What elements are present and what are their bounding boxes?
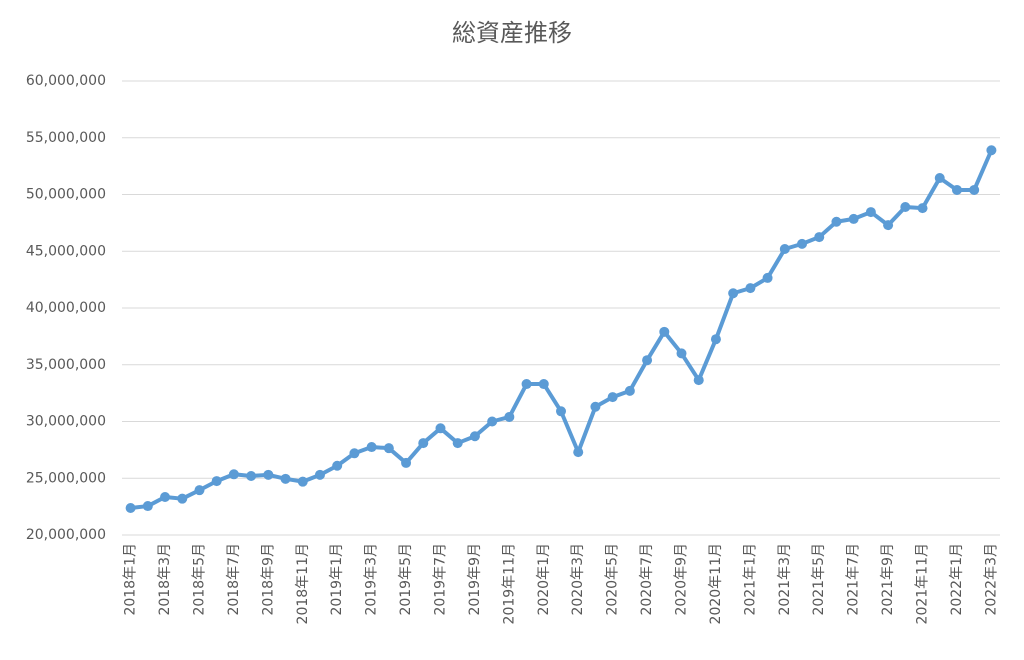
point bbox=[125, 502, 136, 513]
point bbox=[246, 470, 257, 481]
x-tick-label: 2021年9月 bbox=[880, 543, 896, 616]
x-tick-label: 2021年7月 bbox=[846, 543, 862, 616]
point bbox=[538, 379, 549, 390]
y-tick-label: 45,000,000 bbox=[26, 243, 106, 259]
point bbox=[573, 447, 584, 458]
point bbox=[986, 145, 997, 156]
point bbox=[693, 375, 704, 386]
x-tick-label: 2019年7月 bbox=[432, 543, 448, 616]
x-tick-label: 2021年3月 bbox=[777, 543, 793, 616]
x-tick-label: 2019年9月 bbox=[467, 543, 483, 616]
point bbox=[418, 438, 429, 449]
x-tick-label: 2018年1月 bbox=[123, 543, 139, 616]
point bbox=[383, 443, 394, 454]
x-tick-label: 2018年5月 bbox=[191, 543, 207, 616]
point bbox=[883, 220, 894, 231]
point bbox=[745, 283, 756, 294]
point bbox=[263, 469, 274, 480]
point bbox=[469, 431, 480, 442]
x-tick-label: 2019年1月 bbox=[329, 543, 345, 616]
x-tick-label: 2019年5月 bbox=[398, 543, 414, 616]
point bbox=[521, 379, 532, 390]
point bbox=[366, 442, 377, 453]
point bbox=[642, 355, 653, 366]
x-tick-label: 2018年7月 bbox=[226, 543, 242, 616]
point bbox=[280, 473, 291, 484]
y-tick-label: 55,000,000 bbox=[26, 130, 106, 146]
point bbox=[401, 457, 412, 468]
point bbox=[917, 203, 928, 214]
x-tick-label: 2020年5月 bbox=[605, 543, 621, 616]
x-tick-label: 2020年1月 bbox=[536, 543, 552, 616]
point bbox=[487, 416, 498, 427]
x-tick-label: 2018年9月 bbox=[260, 543, 276, 616]
x-tick-label: 2021年1月 bbox=[742, 543, 758, 616]
point bbox=[797, 238, 808, 249]
y-tick-label: 40,000,000 bbox=[26, 300, 106, 316]
point bbox=[779, 243, 790, 254]
point bbox=[452, 438, 463, 449]
point bbox=[590, 401, 601, 412]
point bbox=[848, 213, 859, 224]
point bbox=[607, 392, 618, 403]
point bbox=[624, 385, 635, 396]
line bbox=[130, 149, 994, 510]
x-tick-label: 2020年3月 bbox=[570, 543, 586, 616]
point bbox=[676, 348, 687, 359]
point bbox=[142, 501, 153, 512]
point bbox=[710, 334, 721, 345]
y-tick-label: 60,000,000 bbox=[26, 73, 106, 89]
point bbox=[900, 201, 911, 212]
x-tick-label: 2020年11月 bbox=[708, 543, 724, 624]
point bbox=[556, 406, 566, 417]
point bbox=[969, 184, 980, 195]
point bbox=[349, 448, 360, 459]
x-tick-label: 2021年11月 bbox=[915, 543, 931, 624]
x-tick-label: 2020年7月 bbox=[639, 543, 655, 616]
point bbox=[659, 326, 670, 337]
y-tick-label: 25,000,000 bbox=[26, 470, 106, 486]
x-tick-label: 2019年11月 bbox=[501, 543, 517, 624]
point bbox=[728, 288, 739, 299]
y-tick-label: 35,000,000 bbox=[26, 357, 106, 373]
y-tick-label: 50,000,000 bbox=[26, 187, 106, 203]
point bbox=[177, 493, 188, 504]
point bbox=[332, 460, 343, 471]
point bbox=[435, 423, 446, 434]
point bbox=[314, 469, 325, 480]
y-tick-label: 30,000,000 bbox=[26, 414, 106, 430]
point bbox=[951, 184, 962, 195]
point bbox=[762, 272, 773, 283]
point bbox=[934, 173, 945, 184]
x-tick-label: 2019年3月 bbox=[364, 543, 380, 616]
point bbox=[211, 476, 222, 487]
x-tick-label: 2022年3月 bbox=[983, 543, 999, 616]
point bbox=[865, 207, 876, 218]
chart-title: 総資産推移 bbox=[452, 19, 572, 47]
point bbox=[297, 476, 308, 487]
point bbox=[228, 469, 239, 480]
x-tick-label: 2020年9月 bbox=[674, 543, 690, 616]
x-tick-label: 2018年3月 bbox=[157, 543, 173, 616]
y-tick-label: 20,000,000 bbox=[26, 527, 106, 543]
point bbox=[194, 485, 205, 496]
point bbox=[814, 232, 825, 243]
point bbox=[504, 411, 515, 422]
x-tick-label: 2021年5月 bbox=[811, 543, 827, 616]
x-tick-label: 2022年1月 bbox=[949, 543, 965, 616]
point bbox=[160, 491, 171, 502]
point bbox=[831, 216, 842, 227]
x-tick-label: 2018年11月 bbox=[295, 543, 311, 624]
